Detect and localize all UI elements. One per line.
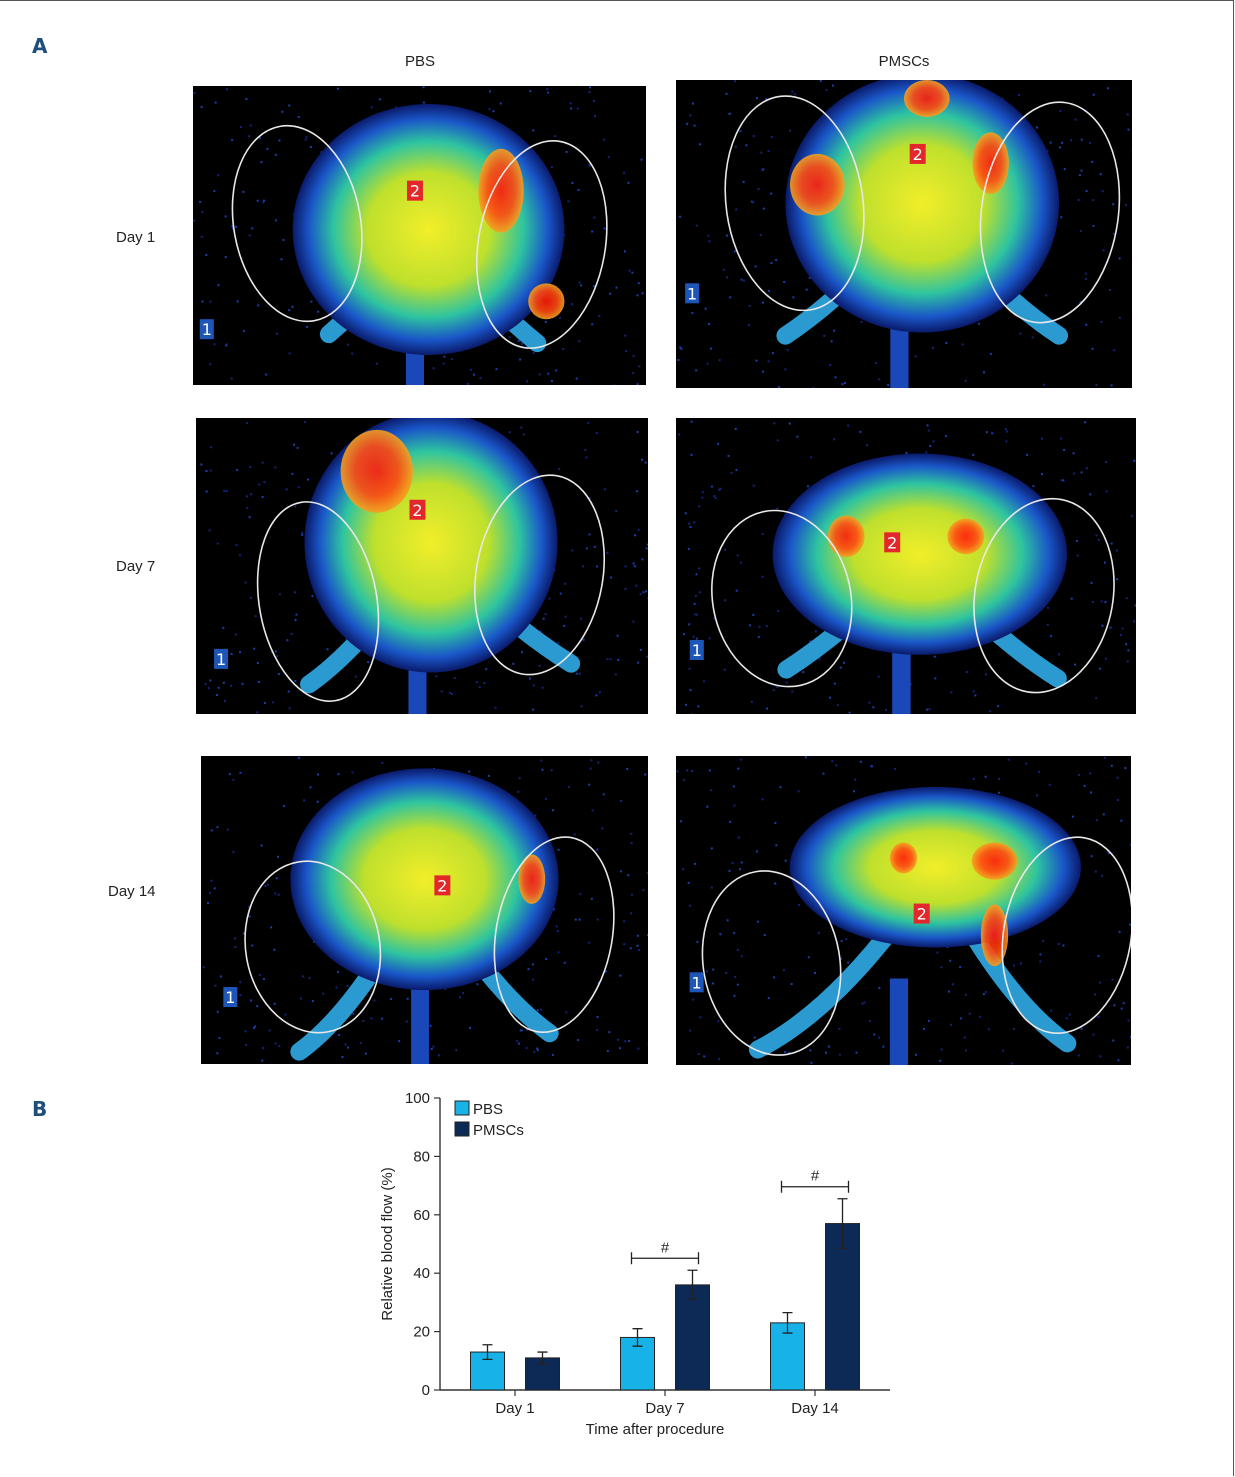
row-label-day1: Day 1 [116, 229, 156, 246]
x-tick-label: Day 14 [791, 1400, 839, 1417]
svg-text:2: 2 [412, 501, 422, 520]
y-axis-label: Relative blood flow (%) [379, 1167, 396, 1320]
bar-pmscs-day14 [825, 1223, 860, 1391]
x-tick-label: Day 1 [495, 1400, 534, 1417]
svg-text:2: 2 [917, 905, 927, 924]
y-tick-label: 100 [405, 1090, 430, 1107]
bar-pmscs-day7 [675, 1284, 710, 1391]
error-bar [782, 1311, 793, 1334]
svg-text:1: 1 [692, 973, 702, 992]
row-label-day7: Day 7 [116, 558, 156, 575]
panel-b-label: B [32, 1097, 48, 1121]
error-bar [837, 1198, 848, 1250]
panel-a-label: A [32, 34, 48, 58]
svg-text:2: 2 [437, 876, 447, 895]
x-tick-label: Day 7 [645, 1400, 684, 1417]
significance-bracket [780, 1180, 850, 1193]
svg-text:1: 1 [687, 284, 697, 303]
column-header-pmscs: PMSCs [878, 53, 930, 70]
legend-swatch-pbs [454, 1100, 470, 1116]
row-label-day14: Day 14 [108, 883, 156, 900]
legend-label-pmscs: PMSCs [473, 1122, 524, 1139]
svg-text:1: 1 [692, 641, 702, 660]
legend-swatch-pmscs [454, 1121, 470, 1137]
svg-text:1: 1 [202, 320, 212, 339]
error-bar [687, 1269, 698, 1301]
error-bar [482, 1344, 493, 1360]
legend-label-pbs: PBS [473, 1101, 503, 1118]
svg-text:1: 1 [225, 988, 235, 1007]
svg-text:2: 2 [887, 533, 897, 552]
y-tick-label: 20 [413, 1324, 430, 1341]
bar-pbs-day14 [770, 1322, 805, 1391]
svg-text:1: 1 [216, 650, 226, 669]
y-tick-label: 40 [413, 1265, 430, 1282]
error-bar [537, 1351, 548, 1365]
significance-marker: # [661, 1239, 670, 1256]
y-tick-label: 80 [413, 1148, 430, 1165]
significance-marker: # [811, 1168, 820, 1185]
svg-text:2: 2 [913, 145, 923, 164]
x-axis-label: Time after procedure [586, 1421, 725, 1438]
significance-bracket [630, 1252, 700, 1265]
y-tick-label: 60 [413, 1207, 430, 1224]
error-bar [632, 1328, 643, 1347]
y-tick-label: 0 [422, 1382, 430, 1399]
column-header-pbs: PBS [404, 53, 435, 70]
svg-text:2: 2 [410, 182, 420, 201]
